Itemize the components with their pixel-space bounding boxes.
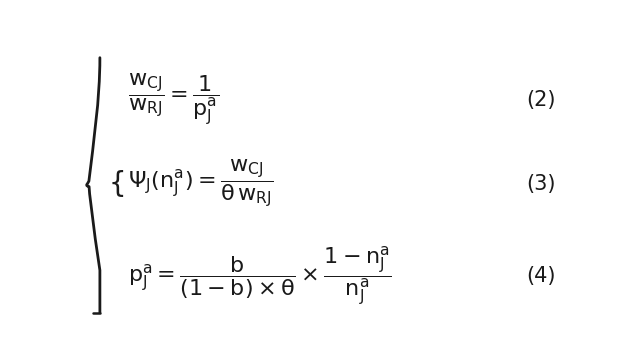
Text: (3): (3) [526,174,556,194]
Text: $\dfrac{\rm w_{CJ}}{\rm w_{RJ}} = \dfrac{1}{\rm p_{J}^{a}}$: $\dfrac{\rm w_{CJ}}{\rm w_{RJ}} = \dfrac… [128,72,219,127]
Text: (2): (2) [526,90,556,110]
Text: ${\rm p_{J}^{a}} = \dfrac{\rm b}{(1-{\rm b})\times\theta}\times\dfrac{1-{\rm n_{: ${\rm p_{J}^{a}} = \dfrac{\rm b}{(1-{\rm… [128,245,392,308]
Text: $\{$: $\{$ [108,168,124,199]
Text: (4): (4) [526,266,556,286]
Text: $\Psi_{\rm J}({\rm n_{J}^{a}}) = \dfrac{\rm w_{CJ}}{\theta\,\rm w_{RJ}}$: $\Psi_{\rm J}({\rm n_{J}^{a}}) = \dfrac{… [128,158,274,210]
